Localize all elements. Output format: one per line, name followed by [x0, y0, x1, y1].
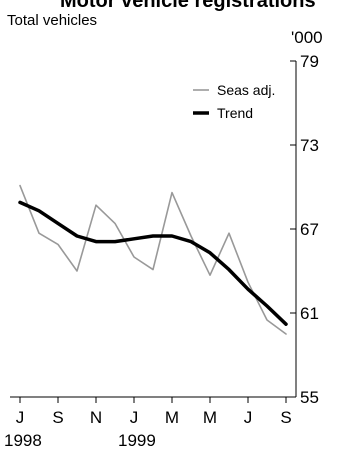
trend-series-line	[18, 200, 288, 326]
y-tick-label: 61	[300, 304, 319, 323]
x-axis-ticks: J S N J M M J S 1998 1999	[4, 397, 292, 450]
legend: Seas adj. Trend	[193, 82, 275, 121]
seas-adj-series-line	[19, 184, 287, 335]
x-tick-label: S	[52, 408, 63, 427]
x-tick-label: J	[244, 408, 253, 427]
y-axis-unit: '000	[291, 28, 323, 47]
x-tick-label: J	[16, 408, 25, 427]
y-tick-label: 67	[300, 220, 319, 239]
chart-title-fragment: Motor vehicle registrations	[60, 0, 316, 12]
x-year-label: 1998	[4, 431, 42, 450]
legend-label-trend: Trend	[217, 105, 253, 121]
series-layer	[18, 184, 288, 335]
x-year-label: 1999	[118, 431, 156, 450]
x-tick-label: M	[203, 408, 217, 427]
y-tick-label: 73	[300, 136, 319, 155]
x-tick-label: N	[90, 408, 102, 427]
x-tick-label: S	[280, 408, 291, 427]
chart-subtitle: Total vehicles	[7, 12, 97, 29]
legend-label-seas-adj: Seas adj.	[217, 82, 275, 98]
y-tick-label: 55	[300, 388, 319, 407]
y-axis-ticks: 55 61 67 73 79	[290, 52, 319, 407]
x-tick-label: M	[165, 408, 179, 427]
y-tick-label: 79	[300, 52, 319, 71]
x-tick-label: J	[130, 408, 139, 427]
